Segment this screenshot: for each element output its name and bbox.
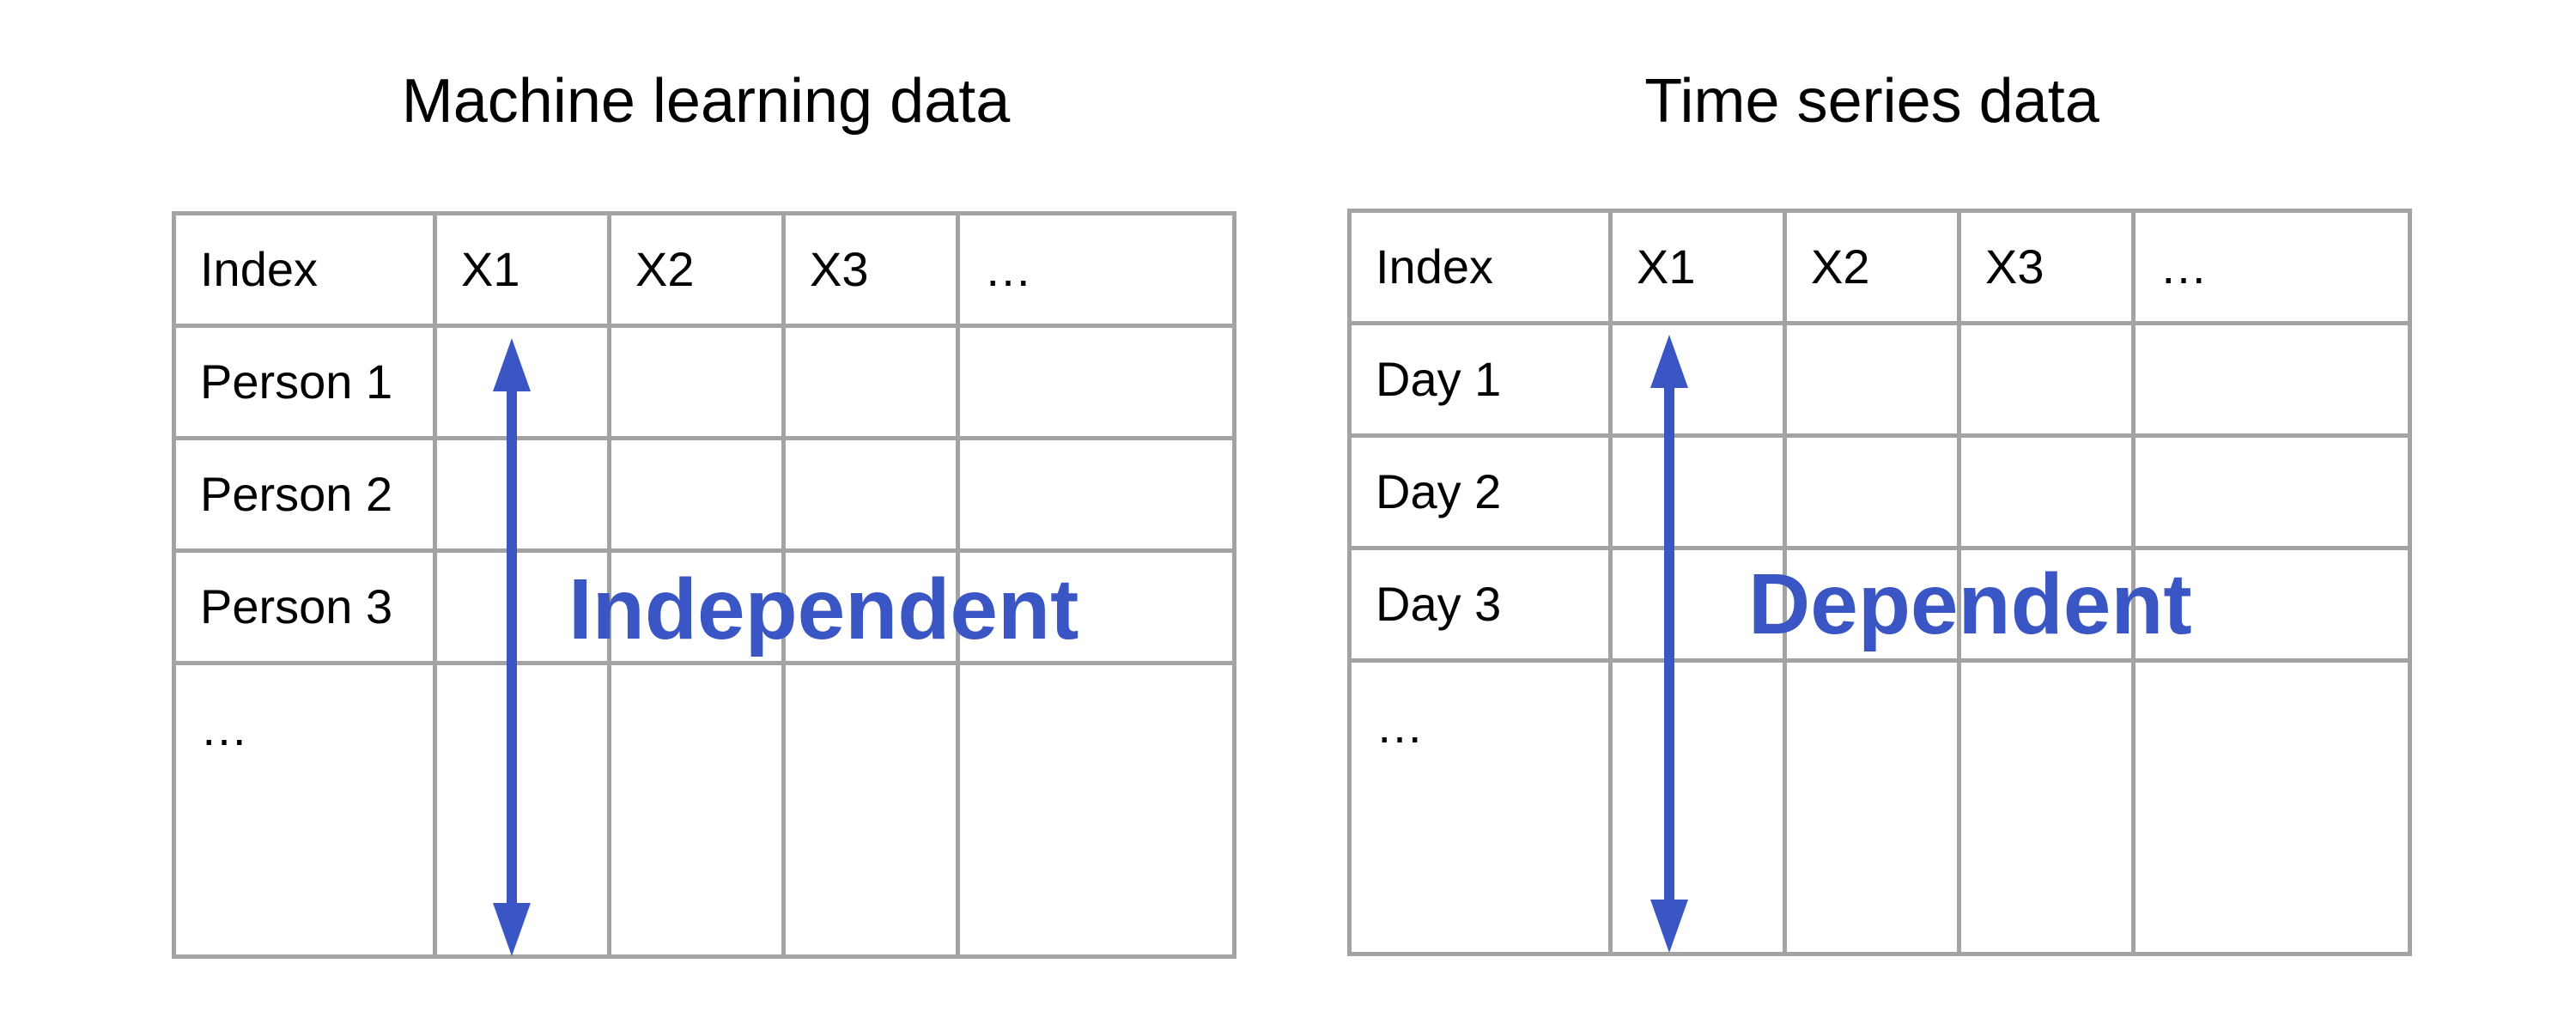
header-cell-index: Index (1347, 209, 1613, 325)
table-cell (956, 436, 1236, 553)
table-cell (433, 548, 611, 665)
table-cell (433, 324, 611, 440)
table-row: Person 1 (172, 324, 1236, 440)
row-label-person-2: Person 2 (172, 436, 437, 553)
table-cell (1783, 546, 1961, 663)
table-cell (781, 436, 960, 553)
table-cell (1608, 321, 1787, 438)
table-cell (1783, 658, 1961, 956)
table-cell (781, 324, 960, 440)
row-label-person-1: Person 1 (172, 324, 437, 440)
table-cell (1608, 433, 1787, 550)
header-cell-x3: X3 (781, 211, 960, 328)
table-cell (2131, 321, 2412, 438)
table-cell (1783, 433, 1961, 550)
row-label-day-2: Day 2 (1347, 433, 1613, 550)
header-cell-x3: X3 (1957, 209, 2136, 325)
table-cell (2131, 658, 2412, 956)
table-cell (1957, 658, 2136, 956)
time-series-table: Index X1 X2 X3 … Day 1 Day 2 Day 3 … (1347, 209, 2412, 956)
row-label-day-1: Day 1 (1347, 321, 1613, 438)
header-row: Index X1 X2 X3 … (172, 211, 1236, 328)
table-cell (433, 436, 611, 553)
machine-learning-title: Machine learning data (401, 67, 1011, 136)
table-row: … (1347, 658, 2412, 956)
header-cell-x1: X1 (1608, 209, 1787, 325)
header-cell-x2: X2 (607, 211, 786, 328)
header-cell-ellipsis: … (956, 211, 1236, 328)
table-row: Person 2 (172, 436, 1236, 553)
row-label-day-3: Day 3 (1347, 546, 1613, 663)
table-cell (956, 661, 1236, 959)
table-cell (1957, 433, 2136, 550)
header-cell-x2: X2 (1783, 209, 1961, 325)
row-label-ellipsis: … (172, 661, 437, 959)
table-cell (956, 548, 1236, 665)
header-row: Index X1 X2 X3 … (1347, 209, 2412, 325)
table-cell (1783, 321, 1961, 438)
table-row: Person 3 (172, 548, 1236, 665)
row-label-ellipsis: … (1347, 658, 1613, 956)
table-row: Day 3 (1347, 546, 2412, 663)
table-cell (607, 436, 786, 553)
table-cell (433, 661, 611, 959)
table-cell (607, 324, 786, 440)
table-cell (1608, 546, 1787, 663)
row-label-person-3: Person 3 (172, 548, 437, 665)
table-cell (956, 324, 1236, 440)
table-cell (781, 661, 960, 959)
table-cell (2131, 546, 2412, 663)
header-cell-ellipsis: … (2131, 209, 2412, 325)
header-cell-x1: X1 (433, 211, 611, 328)
machine-learning-table: Index X1 X2 X3 … Person 1 Person 2 Perso… (172, 211, 1236, 959)
time-series-title: Time series data (1644, 67, 2099, 136)
table-cell (781, 548, 960, 665)
table-row: … (172, 661, 1236, 959)
table-cell (1957, 321, 2136, 438)
table-cell (607, 548, 786, 665)
table-cell (2131, 433, 2412, 550)
table-cell (1957, 546, 2136, 663)
table-row: Day 1 (1347, 321, 2412, 438)
table-row: Day 2 (1347, 433, 2412, 550)
table-cell (607, 661, 786, 959)
header-cell-index: Index (172, 211, 437, 328)
table-cell (1608, 658, 1787, 956)
